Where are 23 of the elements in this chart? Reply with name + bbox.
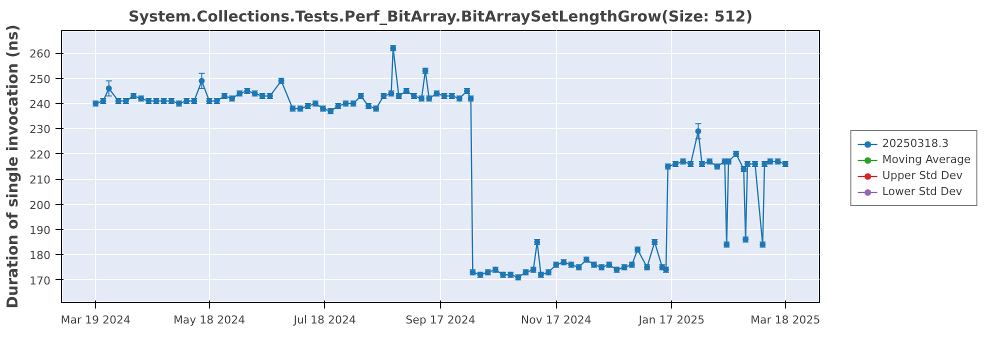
x-tick-label: Jul 18 2024 — [292, 314, 356, 326]
y-axis-title: Duration of single invocation (ns) — [4, 24, 22, 308]
x-tick-label: Sep 17 2024 — [406, 314, 476, 326]
x-tick-label: Mar 18 2025 — [750, 314, 820, 326]
legend-label: 20250318.3 — [882, 137, 949, 150]
y-tick-label: 190 — [30, 224, 51, 237]
x-tick-label: May 18 2024 — [173, 314, 246, 326]
y-tick-label: 210 — [30, 174, 51, 187]
y-tick-label: 180 — [30, 249, 51, 262]
x-tick-label: Nov 17 2024 — [520, 314, 592, 326]
y-tick-label: 230 — [30, 123, 51, 136]
y-tick-label: 260 — [30, 48, 51, 61]
y-tick-label: 250 — [30, 72, 51, 86]
legend-label: Upper Std Dev — [882, 169, 963, 182]
legend-label: Moving Average — [882, 153, 971, 166]
legend-label: Lower Std Dev — [882, 185, 962, 198]
y-tick-label: 170 — [30, 274, 51, 288]
x-tick-label: Mar 19 2024 — [60, 314, 130, 326]
y-tick-label: 240 — [30, 98, 51, 112]
y-tick-label: 200 — [30, 198, 51, 212]
y-tick-label: 220 — [30, 148, 51, 162]
chart-title: System.Collections.Tests.Perf_BitArray.BitArraySetLengthGrow(Size: 512) — [128, 8, 753, 26]
x-tick-label: Jan 17 2025 — [638, 314, 705, 326]
